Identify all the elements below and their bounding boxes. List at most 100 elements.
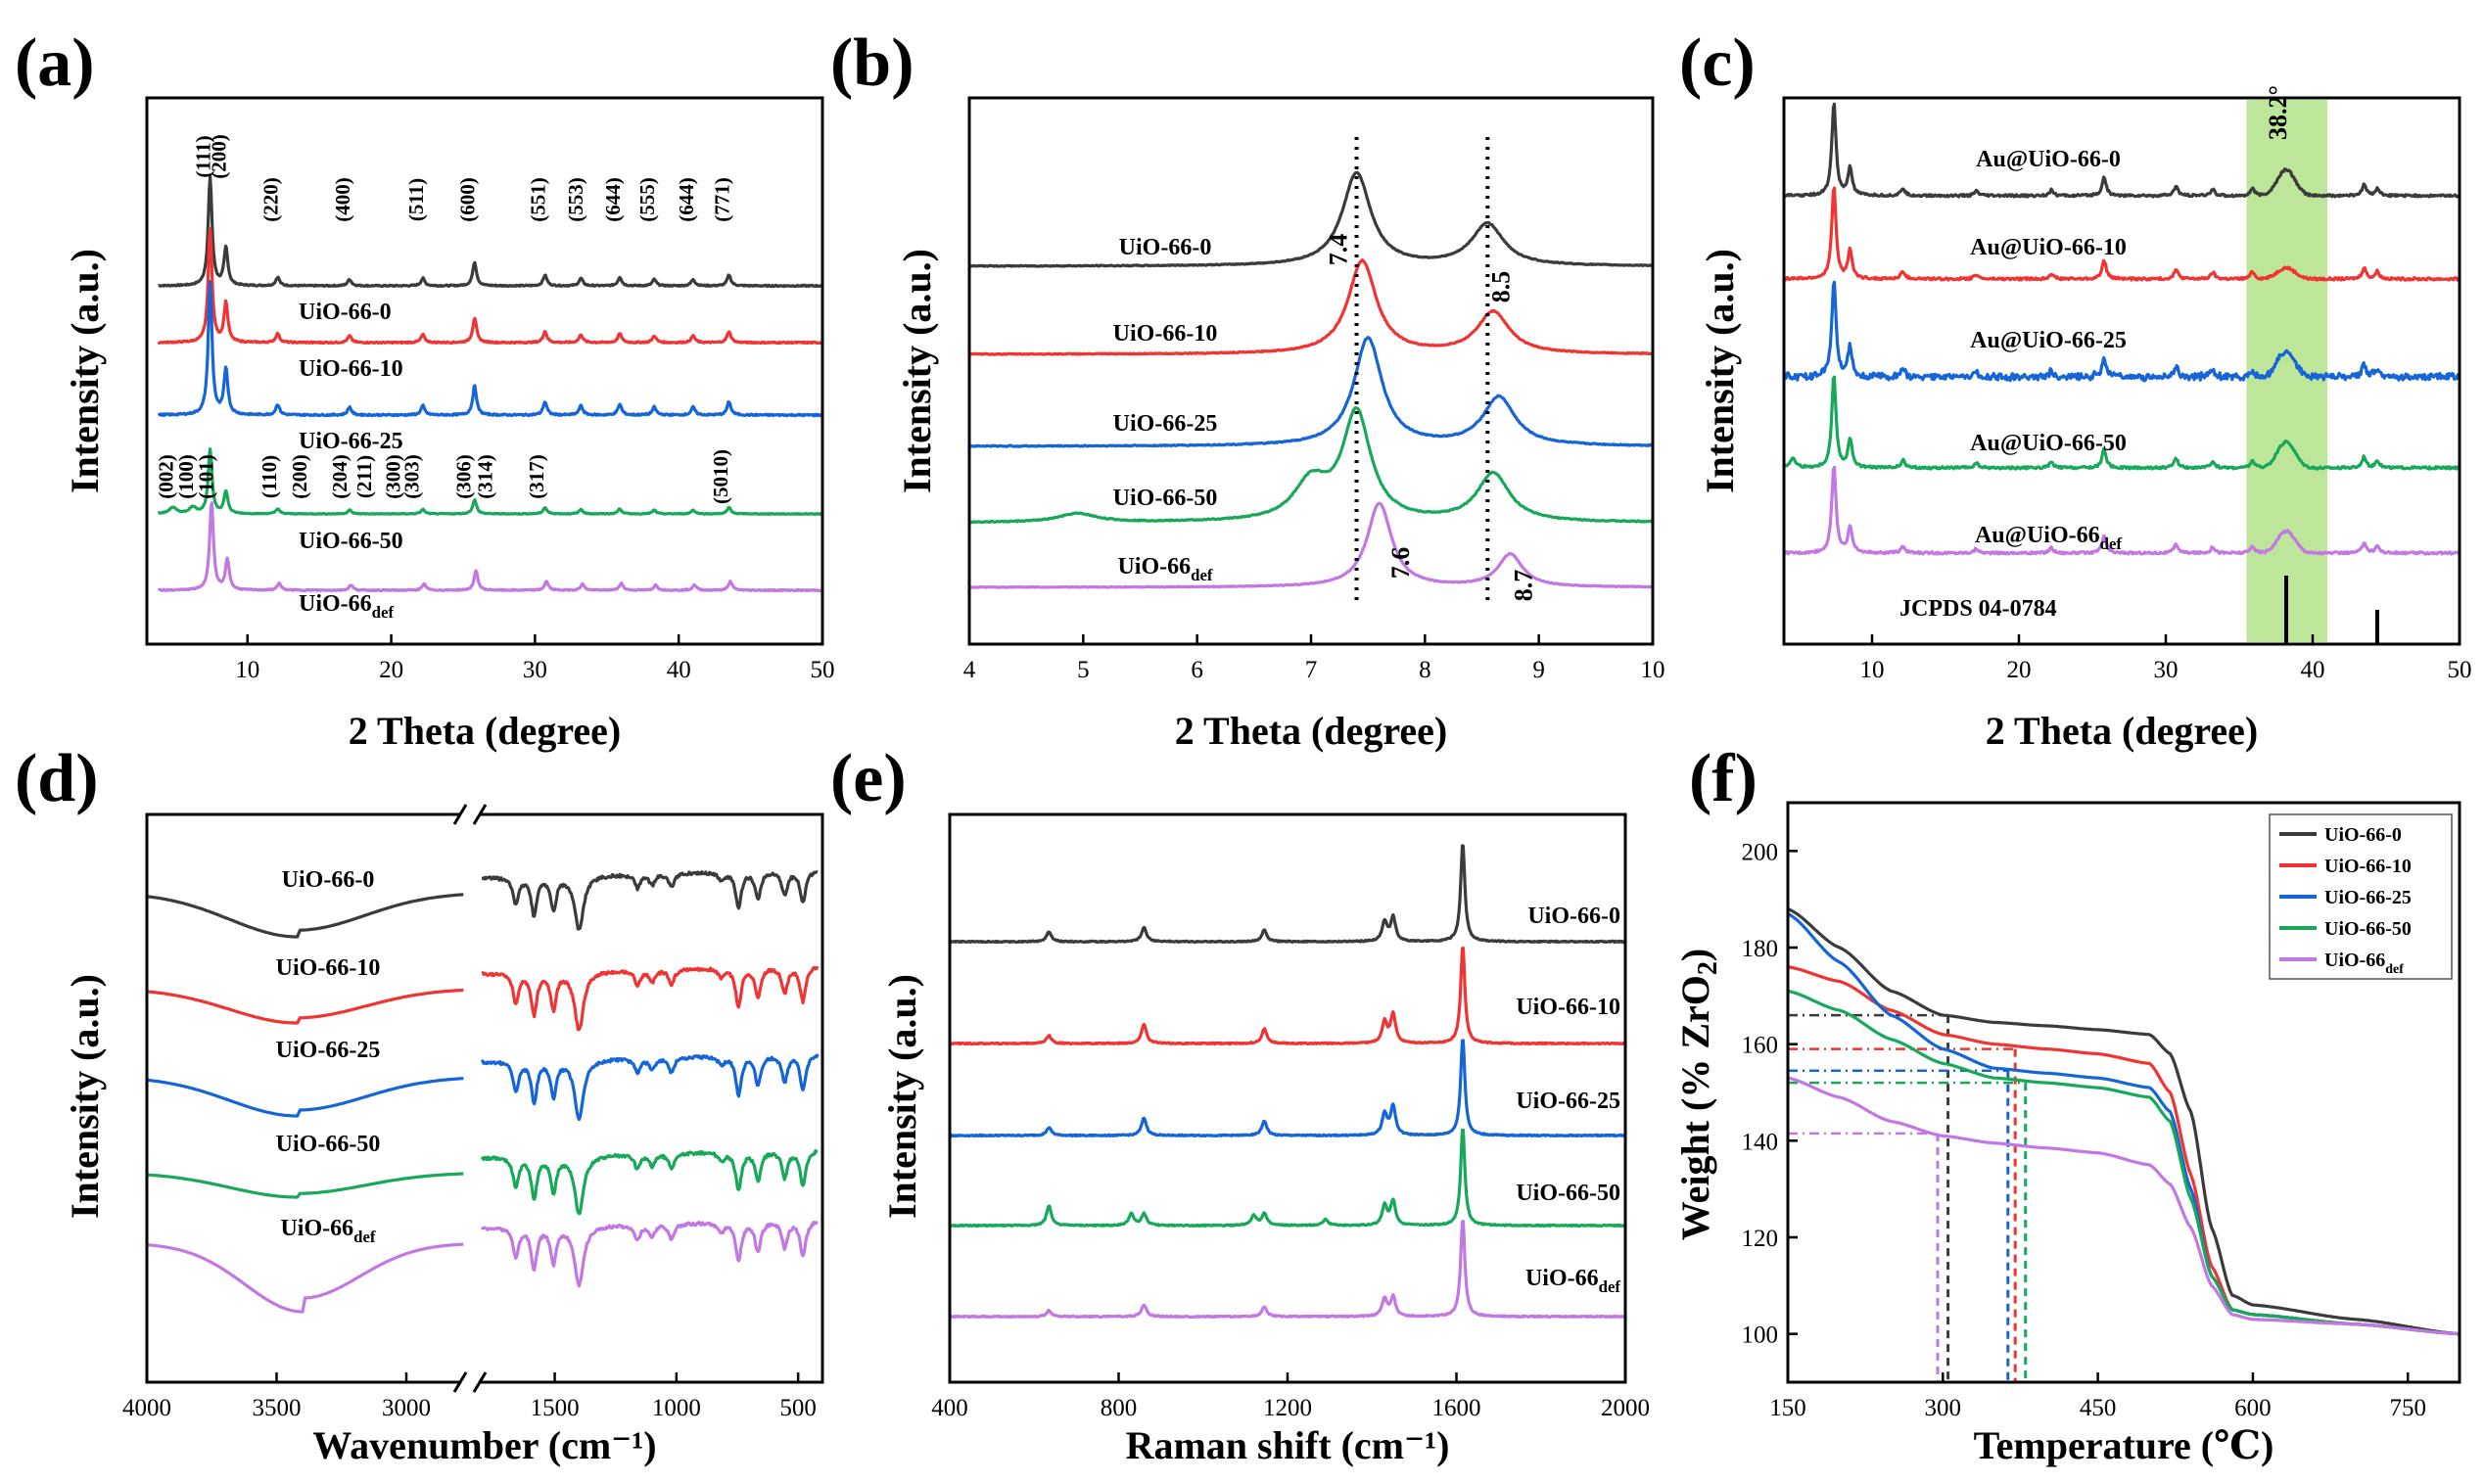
series-label-b-0-text: UiO-66-0 [1119, 235, 1212, 260]
series-label-a-2: UiO-66-25 [299, 429, 403, 454]
trace-f-UiO-66def [1787, 1076, 2461, 1336]
series-label-a-2-text: UiO-66-25 [299, 429, 403, 454]
panel-c-xtick-label: 20 [2007, 657, 2032, 683]
panel-f-ytick-label: 100 [1742, 1322, 1779, 1349]
axis-title-d-x: Wavenumber (cm⁻¹) [312, 1423, 656, 1467]
trace-c-UiO-66-10 [1783, 186, 2461, 282]
peak-label-a-hcp: (314) [473, 454, 496, 499]
peak-label-a-top: (553) [564, 177, 587, 222]
trace-a-UiO-66-25 [157, 280, 822, 418]
series-label-d-3-text: UiO-66-50 [276, 1132, 381, 1157]
series-label-e-1: UiO-66-10 [1516, 995, 1620, 1020]
panel-c-xtick-label: 50 [2448, 657, 2472, 683]
axis-break-mark [472, 804, 488, 825]
legend-f-label-3-text: UiO-66-50 [2324, 918, 2412, 940]
panel-c-xtick-label: 10 [1860, 657, 1885, 683]
series-label-c-4-sub: def [2100, 534, 2123, 553]
panel-d-xtick-label: 1500 [531, 1395, 580, 1421]
series-label-a-0: UiO-66-0 [299, 300, 392, 325]
series-label-d-4-sub: def [353, 1228, 376, 1246]
panel-d-xtick-label: 4000 [122, 1395, 171, 1421]
trace-b-UiO-66-10 [968, 258, 1654, 356]
series-label-b-4-sub: def [1191, 566, 1213, 584]
trace-d-UiO-66-25-high [146, 1077, 464, 1118]
series-label-e-3: UiO-66-50 [1516, 1181, 1620, 1206]
peak-annotation-b: 7.6 [1386, 547, 1415, 580]
series-label-a-4-text: UiO-66 [299, 591, 372, 617]
series-label-b-4: UiO-66def [1117, 554, 1212, 584]
axis-title-b-x: 2 Theta (degree) [1175, 709, 1447, 753]
peak-label-a-top: (400) [331, 177, 354, 222]
legend-f-label-4-text: UiO-66 [2324, 950, 2385, 971]
panel-f-xtick-label: 150 [1769, 1395, 1806, 1421]
reference-label-c-text: JCPDS 04-0784 [1899, 596, 2057, 622]
axis-title-a-x: 2 Theta (degree) [349, 709, 621, 753]
panel-d-frame [145, 812, 824, 1384]
peak-label-a-top: (771) [711, 177, 734, 222]
panel-e-xtick-label: 400 [931, 1395, 968, 1421]
trace-b-UiO-66def [968, 501, 1654, 589]
legend-f-label-4-sub: def [2385, 962, 2404, 977]
trace-d-UiO-66-0-high [146, 893, 464, 939]
panel-e-xtick-label: 1200 [1263, 1395, 1312, 1421]
series-label-a-1-text: UiO-66-10 [299, 356, 403, 382]
peak-label-a-hcp: (317) [525, 454, 548, 499]
series-label-c-4: Au@UiO-66def [1975, 523, 2122, 553]
legend-f-label-2: UiO-66-25 [2324, 887, 2412, 908]
axis-break-gap-top [460, 807, 480, 822]
trace-d-UiO-66-10-low [481, 965, 820, 1032]
panel-e-xtick-label: 2000 [1601, 1395, 1650, 1421]
axis-title-a-y: Intensity (a.u.) [63, 249, 107, 493]
series-label-d-2: UiO-66-25 [276, 1038, 381, 1063]
trace-f-UiO-66-50 [1787, 989, 2461, 1336]
panel-a-xtick-label: 10 [235, 657, 259, 683]
series-label-a-3: UiO-66-50 [299, 529, 403, 554]
axis-title-f-y-text: Weight (% ZrO [1673, 975, 1717, 1240]
series-label-c-2-text: Au@UiO-66-25 [1970, 328, 2127, 353]
highlight-label-c: 38.2° [2264, 85, 2292, 140]
panel-a-xtick-label: 40 [667, 657, 691, 683]
trace-a-UiO-66-10 [157, 227, 822, 346]
peak-label-a-hcp: (300) [381, 454, 404, 499]
trace-e-UiO-66-50 [949, 1128, 1626, 1229]
peak-annotation-b: 8.5 [1486, 271, 1515, 303]
panel-b-xtick-label: 8 [1419, 657, 1431, 683]
legend-f-label-0-text: UiO-66-0 [2324, 824, 2402, 846]
panel-f-xtick-label: 300 [1925, 1395, 1962, 1421]
series-label-d-0: UiO-66-0 [282, 867, 375, 893]
series-label-b-1-text: UiO-66-10 [1113, 321, 1218, 347]
peak-label-a-top: (511) [404, 178, 428, 221]
peak-annotation-b: 8.7 [1510, 570, 1538, 602]
peak-label-a-top: (644) [675, 177, 698, 222]
panel-label-d: (d) [15, 741, 99, 816]
series-label-d-1: UiO-66-10 [276, 955, 381, 981]
series-label-a-0-text: UiO-66-0 [299, 300, 392, 325]
panel-f-ytick-label: 160 [1742, 1033, 1779, 1059]
peak-label-a-hcp: (100) [174, 454, 198, 499]
panel-f-frame [1786, 801, 2461, 1384]
panel-label-f: (f) [1689, 741, 1758, 816]
series-label-e-4: UiO-66def [1525, 1266, 1620, 1296]
series-label-b-3: UiO-66-50 [1113, 486, 1218, 511]
series-label-b-4-text: UiO-66 [1117, 554, 1191, 580]
series-label-d-1-text: UiO-66-10 [276, 955, 381, 981]
series-label-d-3: UiO-66-50 [276, 1132, 381, 1157]
panel-f-ytick-label: 180 [1742, 936, 1779, 962]
series-label-e-4-sub: def [1599, 1277, 1621, 1296]
panel-f-ytick-label: 200 [1742, 839, 1779, 865]
panel-a-xtick-label: 30 [523, 657, 547, 683]
axis-title-f-y: Weight (% ZrO2) [1673, 949, 1723, 1240]
panel-label-c: (c) [1679, 25, 1756, 101]
legend-f-label-0: UiO-66-0 [2324, 824, 2402, 846]
panel-c-xtick-label: 40 [2301, 657, 2325, 683]
trace-e-UiO-66-0 [948, 844, 1626, 945]
panel-b-frame [967, 96, 1655, 646]
peak-annotation-b: 7.4 [1325, 234, 1353, 266]
panel-b-xtick-label: 6 [1191, 657, 1203, 683]
trace-d-UiO-66def-high [146, 1242, 464, 1314]
legend-f-label-1-text: UiO-66-10 [2324, 856, 2412, 877]
panel-b-xtick-label: 10 [1641, 657, 1665, 683]
trace-e-UiO-66-25 [949, 1039, 1626, 1138]
trace-f-UiO-66-0 [1787, 907, 2461, 1336]
